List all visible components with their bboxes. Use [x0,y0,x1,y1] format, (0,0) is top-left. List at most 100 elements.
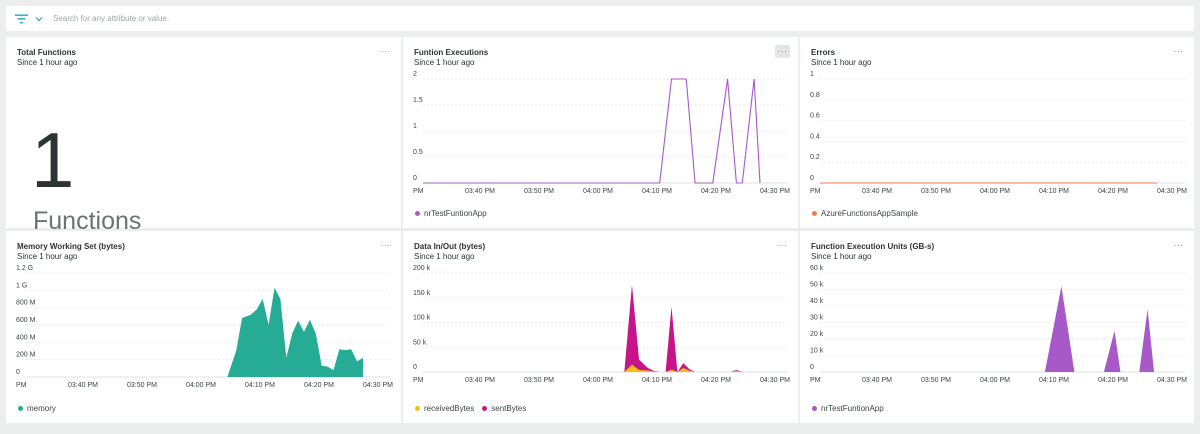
x-tick-label: 04:10 PM [1039,188,1069,195]
x-tick-label: 03:40 PM [465,188,495,195]
panel-data-in-out: Data In/Out (bytes) Since 1 hour ago ···… [403,231,798,423]
x-tick-label: 04:30 PM [1157,188,1187,195]
legend-label: nrTestFuntionApp [424,209,487,218]
x-tick-label: 04:10 PM [642,377,672,384]
y-tick-label: 0 [413,364,417,371]
legend-dot [812,211,817,216]
x-tick-label: 04:10 PM [245,382,275,389]
more-options-button[interactable]: ··· [380,241,391,250]
y-tick-label: 0 [413,175,417,182]
search-input[interactable] [49,6,1194,31]
more-options-button[interactable]: ··· [1173,47,1184,56]
series-area-sentBytes [624,284,743,372]
x-tick-label: 03:50 PM [127,382,157,389]
series-area-nrTestFuntionApp [820,286,1157,372]
filter-bar [6,6,1194,31]
panel-title: Data In/Out (bytes) [414,242,486,251]
x-tick-label: 04:20 PM [701,377,731,384]
legend-label: nrTestFuntionApp [821,404,884,413]
legend-item[interactable]: nrTestFuntionApp [812,404,884,413]
x-tick-label: 03:40 PM [68,382,98,389]
x-tick-label: 03:50 PM [921,188,951,195]
y-tick-label: 0.4 [810,133,820,140]
y-tick-label: 1 [810,71,814,78]
x-tick-label: 04:30 PM [760,377,790,384]
legend-label: sentBytes [491,404,527,413]
line-chart: 0 0.5 1 1.5 2 PM 03:40 PM 03:50 PM 04:00 PM 04:10… [413,71,790,195]
x-tick-label: PM [413,377,424,384]
y-tick-label: 0.6 [810,113,820,120]
x-tick-label: 04:30 PM [363,382,393,389]
chart-legend: nrTestFuntionApp [415,209,495,218]
panel-subtitle: Since 1 hour ago [17,58,78,67]
x-tick-label: 03:50 PM [524,377,554,384]
panel-subtitle: Since 1 hour ago [414,58,475,67]
legend-item[interactable]: AzureFunctionsAppSample [812,209,918,218]
panel-subtitle: Since 1 hour ago [17,252,78,261]
legend-item[interactable]: nrTestFuntionApp [415,209,487,218]
x-tick-label: 03:40 PM [465,377,495,384]
panel-subtitle: Since 1 hour ago [811,252,872,261]
x-tick-label: 04:00 PM [980,377,1010,384]
x-tick-label: 04:00 PM [980,188,1010,195]
panel-title: Total Functions [17,48,76,57]
y-tick-label: 60 k [810,265,824,272]
chart-legend: AzureFunctionsAppSample [812,209,926,218]
x-tick-label: PM [810,377,821,384]
y-tick-label: 800 M [16,300,36,307]
x-tick-label: 04:00 PM [186,382,216,389]
x-tick-label: 03:50 PM [921,377,951,384]
y-tick-label: 400 M [16,334,36,341]
y-tick-label: 0 [16,369,20,376]
more-options-button[interactable]: ··· [380,47,391,56]
y-tick-label: 200 M [16,352,36,359]
x-tick-label: PM [16,382,27,389]
y-tick-label: 2 [413,71,417,78]
y-tick-label: 0 [810,364,814,371]
more-options-button[interactable]: ··· [775,45,790,58]
chart-legend: memory [18,404,64,413]
legend-label: AzureFunctionsAppSample [821,209,918,218]
legend-item[interactable]: receivedBytes [415,404,474,413]
legend-item[interactable]: memory [18,404,56,413]
filter-button[interactable] [6,6,49,31]
more-options-button[interactable]: ··· [1173,241,1184,250]
y-tick-label: 10 k [810,348,824,355]
y-tick-label: 40 k [810,298,824,305]
series-area-memory [227,287,363,377]
billboard-value: 1 [31,116,75,204]
area-chart: 0 10 k 20 k 30 k 40 k 50 k 60 k PM 03:40 PM 03:50… [810,265,1187,384]
y-tick-label: 150 k [413,290,431,297]
y-tick-label: 0.5 [413,149,423,156]
series-line-nrTestFuntionApp [423,78,761,184]
x-tick-label: 03:50 PM [524,188,554,195]
filter-icon [15,14,28,23]
y-tick-label: 20 k [810,331,824,338]
y-tick-label: 1.2 G [16,265,33,272]
y-tick-label: 1 G [16,282,27,289]
y-tick-label: 30 k [810,315,824,322]
legend-item[interactable]: sentBytes [482,404,526,413]
y-tick-label: 50 k [810,282,824,289]
y-tick-label: 0.2 [810,154,820,161]
y-tick-label: 0 [810,175,814,182]
x-tick-label: 04:30 PM [760,188,790,195]
x-tick-label: 04:00 PM [583,188,613,195]
panel-total-functions: Total Functions Since 1 hour ago ··· 1 F… [6,37,401,235]
more-options-button[interactable]: ··· [777,241,788,250]
legend-dot [415,406,420,411]
x-tick-label: PM [810,188,821,195]
x-tick-label: 03:40 PM [862,188,892,195]
x-tick-label: 04:20 PM [701,188,731,195]
x-tick-label: 04:20 PM [1098,188,1128,195]
y-tick-label: 1 [413,123,417,130]
legend-dot [415,211,420,216]
area-chart: 0 200 M 400 M 600 M 800 M 1 G 1.2 G PM 03:40 PM 0… [16,265,393,389]
chevron-down-icon [35,16,43,21]
panel-title: Errors [811,48,836,57]
legend-label: memory [27,404,56,413]
x-tick-label: 03:40 PM [862,377,892,384]
y-tick-label: 1.5 [413,97,423,104]
panel-function-execution-units: Function Execution Units (GB-s) Since 1 … [800,231,1194,423]
